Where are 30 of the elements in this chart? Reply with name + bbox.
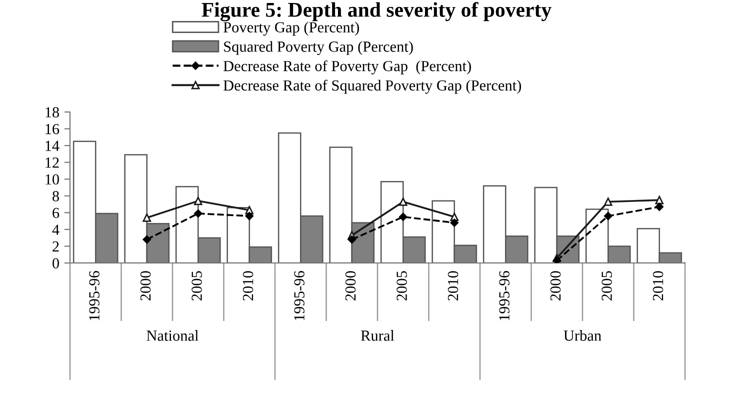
legend-label: Poverty Gap (Percent) [223,22,359,36]
y-tick-label: 8 [52,191,59,202]
x-tick-label: 2010 [242,271,254,300]
x-tick-label: 1995-96 [89,271,100,320]
text: Rural [360,330,394,341]
text: National [146,330,198,341]
y-tick-label: 4 [52,224,60,235]
x-tick-label: 2000 [140,271,151,300]
y-tick-label: 16 [46,124,60,134]
y-tick-label: 10 [46,174,59,185]
y-tick-label: 14 [46,140,60,151]
x-tick-label: 1995-96 [499,271,510,320]
x-tick-label: 2010 [448,271,458,300]
x-tick-label: 1995-96 [294,271,304,320]
legend-label: Decrease Rate of Poverty Gap (Percent) [223,60,471,74]
x-tick-label: 2000 [550,271,561,300]
y-tick-label: 0 [52,258,59,268]
x-tick-label: 2010 [652,271,664,300]
legend-label: Squared Poverty Gap (Percent) [224,41,413,55]
y-tick-label: 12 [46,158,59,168]
y-tick-label: 6 [52,208,60,218]
x-tick-label: 2005 [602,271,612,300]
y-tick-label: 18 [46,107,59,118]
chart-title: Figure 5: Depth and severity of poverty [202,2,552,22]
x-tick-label: 2005 [396,271,407,300]
legend-label: Decrease Rate of Squared Poverty Gap (Percent) [223,80,522,94]
text: Urban [564,330,602,341]
x-tick-label: 2005 [192,271,202,300]
y-tick-label: 2 [52,241,59,252]
x-tick-label: 2000 [345,271,356,300]
